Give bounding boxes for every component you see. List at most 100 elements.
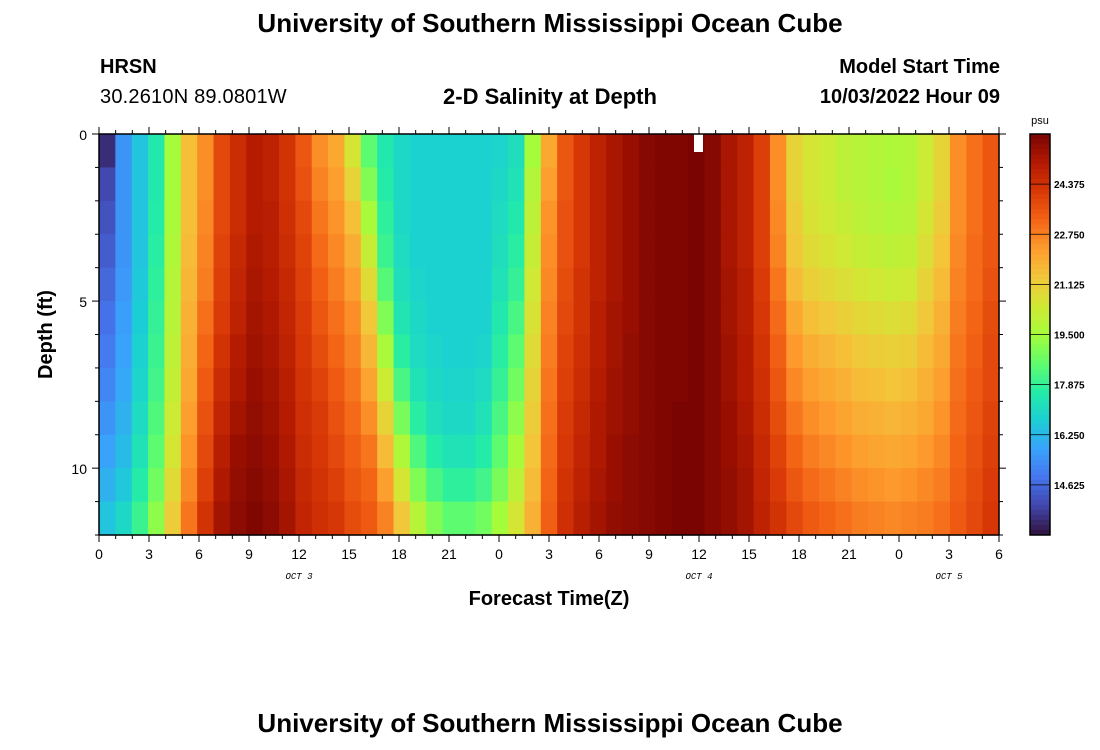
heatmap-cell <box>573 367 591 402</box>
heatmap-cell <box>246 200 264 235</box>
heatmap-cell <box>557 468 575 503</box>
colorbar-segment <box>1030 249 1050 255</box>
heatmap-cell <box>900 401 918 436</box>
heatmap-cell <box>769 367 787 402</box>
heatmap-cell <box>229 334 247 369</box>
heatmap-cell <box>475 167 493 202</box>
heatmap-cell <box>933 134 951 169</box>
heatmap-cell <box>213 234 231 269</box>
heatmap-cell <box>917 501 935 536</box>
heatmap-cell <box>115 301 133 336</box>
heatmap-cell <box>835 200 853 235</box>
heatmap-cell <box>868 301 886 336</box>
heatmap-cell <box>982 167 1000 202</box>
heatmap-cell <box>426 367 444 402</box>
heatmap-cell <box>688 200 706 235</box>
heatmap-cell <box>688 501 706 536</box>
date-label: OCT 3 <box>285 572 313 582</box>
chart-subtitle: 2-D Salinity at Depth <box>443 84 657 109</box>
heatmap-cell <box>164 367 182 402</box>
heatmap-cell <box>639 167 656 202</box>
heatmap-cell <box>246 234 264 269</box>
heatmap-cell <box>949 468 967 503</box>
heatmap-cell <box>311 434 329 469</box>
heatmap-cell <box>328 434 346 469</box>
heatmap-cell <box>851 367 869 402</box>
heatmap-cell <box>737 200 755 235</box>
colorbar-segment <box>1030 169 1050 175</box>
colorbar-segment <box>1030 519 1050 526</box>
heatmap-cell <box>704 367 722 402</box>
heatmap-cell <box>295 234 313 269</box>
colorbar-segment <box>1030 174 1050 180</box>
heatmap-cell <box>459 167 476 202</box>
heatmap-cell <box>164 167 182 202</box>
heatmap-cell <box>328 134 346 169</box>
heatmap-cell <box>688 434 706 469</box>
heatmap-cell <box>360 200 378 235</box>
heatmap-cell <box>115 167 133 202</box>
heatmap-cell <box>851 401 869 436</box>
colorbar-segment <box>1030 384 1050 391</box>
heatmap-cell <box>148 301 166 336</box>
heatmap-cell <box>262 334 280 369</box>
heatmap-cell <box>279 401 296 436</box>
heatmap-cell <box>606 401 624 436</box>
heatmap-cell <box>704 200 722 235</box>
heatmap-cell <box>459 434 476 469</box>
heatmap-cell <box>409 200 427 235</box>
heatmap-cell <box>884 267 902 302</box>
heatmap-cell <box>344 234 362 269</box>
heatmap-cell <box>475 468 493 503</box>
heatmap-cell <box>949 401 967 436</box>
heatmap-cell <box>900 267 918 302</box>
heatmap-cell <box>360 401 378 436</box>
heatmap-cell <box>622 401 640 436</box>
heatmap-cell <box>557 134 575 169</box>
heatmap-cell <box>688 301 706 336</box>
heatmap-cell <box>622 167 640 202</box>
colorbar: 14.625 16.250 17.875 19.500 21.125 22.750 24.3… <box>1029 133 1085 536</box>
heatmap-cell <box>786 401 804 436</box>
heatmap-cell <box>982 267 1000 302</box>
heatmap-cell <box>328 200 346 235</box>
heatmap-cell <box>491 334 509 369</box>
heatmap-cell <box>213 401 231 436</box>
heatmap-cell <box>819 301 836 336</box>
colorbar-unit: psu <box>1031 115 1049 127</box>
heatmap-cell <box>819 501 836 536</box>
heatmap-cell <box>589 401 607 436</box>
heatmap-cell <box>442 434 460 469</box>
heatmap-cell <box>229 200 247 235</box>
heatmap-cell <box>835 267 853 302</box>
heatmap-cell <box>295 468 313 503</box>
heatmap-cell <box>131 468 149 503</box>
heatmap-cell <box>115 267 133 302</box>
heatmap-cell <box>802 434 820 469</box>
heatmap-cell <box>655 267 673 302</box>
heatmap-cell <box>933 234 951 269</box>
heatmap-cell <box>622 267 640 302</box>
heatmap-cell <box>573 234 591 269</box>
colorbar-tick-label: 22.750 <box>1054 230 1085 241</box>
heatmap-cell <box>802 501 820 536</box>
heatmap-cell <box>720 401 738 436</box>
heatmap-cell <box>802 367 820 402</box>
heatmap-cell <box>868 367 886 402</box>
heatmap-cell <box>131 301 149 336</box>
heatmap-cell <box>246 334 264 369</box>
heatmap-cell <box>573 401 591 436</box>
heatmap-cell <box>409 468 427 503</box>
heatmap-cell <box>851 167 869 202</box>
colorbar-segment <box>1030 214 1050 220</box>
heatmap-cell <box>786 301 804 336</box>
heatmap-cell <box>819 267 836 302</box>
heatmap-cell <box>540 401 558 436</box>
heatmap-cell <box>508 301 526 336</box>
heatmap-cell <box>655 134 673 169</box>
colorbar-segment <box>1030 284 1050 290</box>
colorbar-segment <box>1030 154 1050 160</box>
heatmap-cell <box>213 134 231 169</box>
heatmap-cell <box>99 267 116 302</box>
heatmap-cell <box>851 334 869 369</box>
